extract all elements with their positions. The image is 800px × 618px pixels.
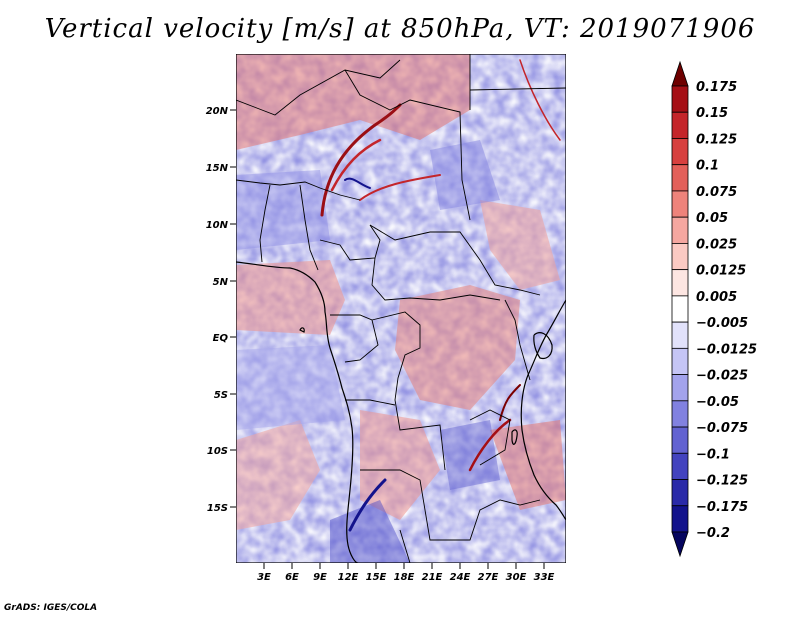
lon-tick: 12E	[338, 563, 359, 583]
lon-label: 30E	[506, 572, 527, 583]
vertical-velocity-map	[236, 54, 566, 563]
colorbar-swatch	[671, 111, 689, 139]
lon-tick: 15E	[366, 563, 387, 583]
colorbar-swatch	[671, 269, 689, 297]
colorbar-swatch	[671, 190, 689, 218]
colorbar-swatch	[671, 164, 689, 192]
lat-tick: 5S	[214, 390, 236, 401]
lat-tick: 15N	[206, 163, 236, 174]
colorbar-swatch	[671, 321, 689, 349]
colorbar-label: −0.2	[696, 526, 730, 541]
colorbar-label: −0.175	[696, 500, 748, 515]
colorbar-swatch	[671, 374, 689, 402]
lat-tick: 5N	[213, 277, 236, 288]
lon-label: 12E	[338, 572, 359, 583]
lon-tick: 6E	[285, 563, 299, 583]
colorbar-label: 0.1	[696, 159, 719, 174]
colorbar-label: −0.005	[696, 316, 748, 331]
lon-label: 6E	[285, 572, 299, 583]
lat-label: 10N	[206, 220, 229, 231]
lat-label: 5N	[213, 277, 229, 288]
colorbar-swatch	[671, 400, 689, 428]
colorbar-swatch	[671, 295, 689, 323]
ascent-regions	[236, 54, 566, 530]
colorbar-label: 0.125	[696, 132, 737, 147]
colorbar-label: 0.0125	[696, 264, 746, 279]
colorbar-label: −0.075	[696, 421, 748, 436]
latitude-axis: 20N 15N 10N 5N EQ 5S 10S 15S	[206, 106, 236, 514]
lon-label: 15E	[366, 572, 387, 583]
colorbar-label: 0.175	[696, 80, 737, 95]
lon-tick: 30E	[506, 563, 527, 583]
lat-label: 5S	[214, 390, 228, 401]
chart-title: Vertical velocity [m/s] at 850hPa, VT: 2…	[44, 14, 756, 44]
lon-tick: 18E	[394, 563, 415, 583]
lon-label: 3E	[257, 572, 271, 583]
colorbar: 0.175 0.15 0.125 0.1 0.075 0.05 0.025 0.0125 0.0…	[671, 60, 757, 558]
colorbar-swatch	[671, 216, 689, 244]
lat-tick: EQ	[213, 333, 236, 344]
colorbar-label: 0.075	[696, 185, 737, 200]
grads-credit: GrADS: IGES/COLA	[4, 603, 98, 613]
lat-tick: 10S	[207, 446, 236, 457]
colorbar-label: 0.05	[696, 211, 728, 226]
lat-label: 20N	[206, 106, 229, 117]
colorbar-swatch	[671, 505, 689, 533]
longitude-axis: 3E 6E 9E 12E 15E 18E 21E 24E 27E 30E 33E	[257, 563, 555, 583]
colorbar-label: −0.025	[696, 369, 748, 384]
colorbar-label: 0.15	[696, 106, 728, 121]
colorbar-swatch	[671, 347, 689, 375]
colorbar-swatch	[671, 138, 689, 166]
colorbar-swatch	[671, 243, 689, 271]
lat-tick: 20N	[206, 106, 236, 117]
colorbar-label: 0.005	[696, 290, 737, 305]
coastlines	[236, 261, 566, 563]
colorbar-swatch	[671, 479, 689, 507]
lon-label: 33E	[534, 572, 555, 583]
lon-tick: 9E	[313, 563, 327, 583]
convective-lines	[320, 59, 561, 532]
colorbar-label: −0.05	[696, 395, 739, 410]
colorbar-label: −0.1	[696, 447, 730, 462]
lon-tick: 27E	[478, 563, 499, 583]
lon-label: 21E	[422, 572, 443, 583]
colorbar-swatch	[671, 85, 689, 113]
colorbar-label: −0.0125	[696, 342, 757, 357]
lat-tick: 15S	[207, 503, 236, 514]
colorbar-label: −0.125	[696, 474, 748, 489]
lon-label: 18E	[394, 572, 415, 583]
lon-label: 24E	[450, 572, 471, 583]
lat-label: EQ	[213, 333, 229, 344]
lon-tick: 21E	[422, 563, 443, 583]
lon-tick: 33E	[534, 563, 555, 583]
colorbar-swatch	[671, 60, 689, 87]
lon-label: 27E	[478, 572, 499, 583]
lat-label: 10S	[207, 446, 228, 457]
colorbar-label: 0.025	[696, 237, 737, 252]
colorbar-swatch	[671, 426, 689, 454]
lat-label: 15N	[206, 163, 229, 174]
lon-tick: 3E	[257, 563, 271, 583]
lon-label: 9E	[313, 572, 327, 583]
lat-label: 15S	[207, 503, 228, 514]
country-borders	[236, 54, 566, 563]
lat-tick: 10N	[206, 220, 236, 231]
colorbar-swatch	[671, 531, 689, 558]
colorbar-swatch	[671, 452, 689, 480]
lon-tick: 24E	[450, 563, 471, 583]
